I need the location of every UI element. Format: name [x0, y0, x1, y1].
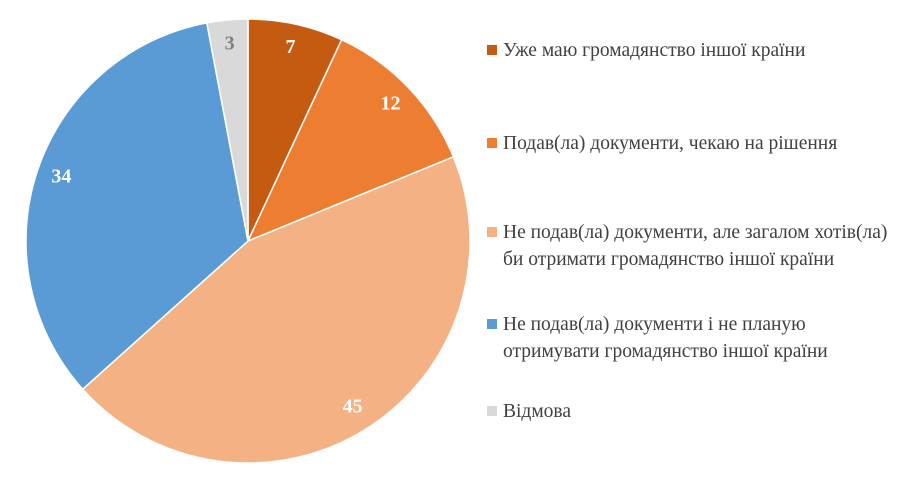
slice-label: 34	[51, 165, 71, 187]
legend-item: Не подав(ла) документи і не планую отрим…	[487, 311, 898, 365]
legend-item: Відмова	[487, 398, 898, 425]
legend-swatch	[487, 319, 497, 329]
legend-swatch	[487, 227, 497, 237]
pie-slice	[25, 21, 249, 391]
slice-label: 45	[343, 396, 363, 418]
legend-item: Не подав(ла) документи, але загалом хоті…	[487, 219, 898, 273]
legend-item: Подав(ла) документи, чекаю на рішення	[487, 130, 898, 157]
legend-label: Не подав(ла) документи і не планую отрим…	[503, 314, 828, 362]
legend-swatch	[487, 138, 497, 148]
pie-slice	[81, 155, 471, 464]
legend-swatch	[487, 45, 497, 55]
slice-label: 12	[381, 93, 401, 115]
legend-swatch	[487, 406, 497, 416]
legend-label: Відмова	[503, 401, 572, 422]
legend-label: Уже маю громадянство іншої країни	[503, 40, 806, 61]
slice-label: 7	[286, 36, 296, 58]
pie-slice	[246, 38, 455, 243]
legend-label: Подав(ла) документи, чекаю на рішення	[503, 133, 838, 154]
legend-item: Уже маю громадянство іншої країни	[487, 37, 898, 64]
pie-slice	[205, 18, 249, 242]
legend-label: Не подав(ла) документи, але загалом хоті…	[503, 222, 888, 270]
slice-label: 3	[225, 32, 235, 54]
